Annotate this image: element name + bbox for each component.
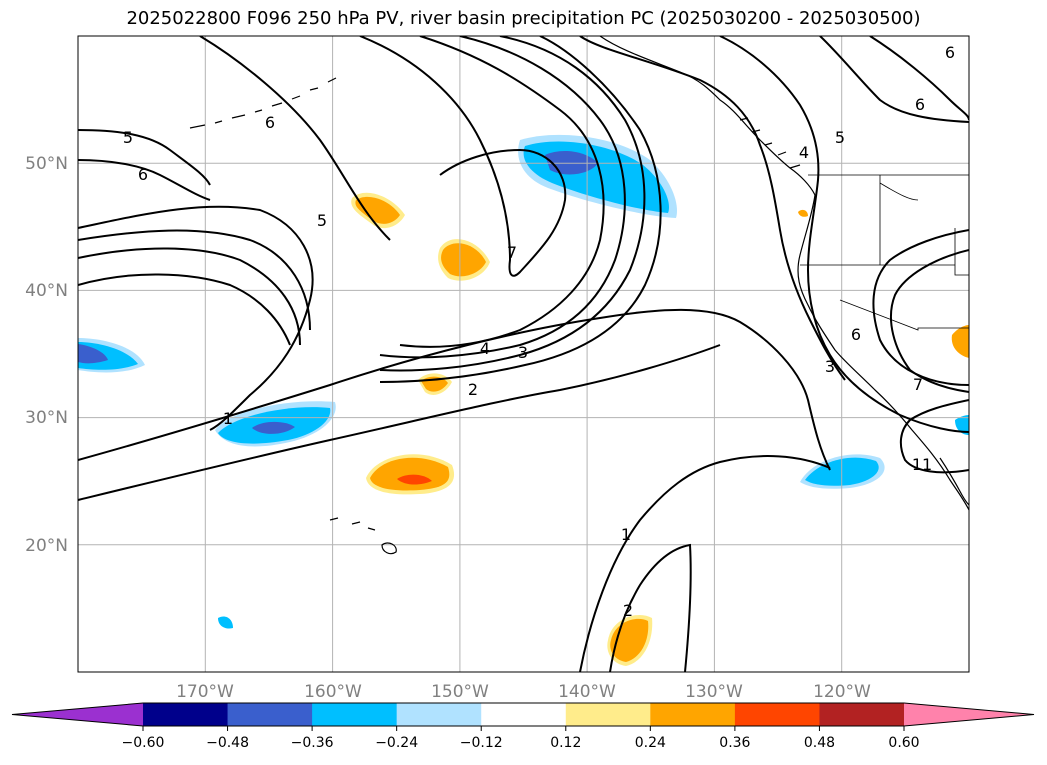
contour-label: 1 <box>621 525 631 544</box>
pv-contour-ne-6 <box>869 36 969 121</box>
pv-contour-west-3 <box>78 247 301 346</box>
pv-contour-west-2 <box>78 229 311 331</box>
pv-contour-ne-10 <box>889 249 969 393</box>
coast-islands <box>739 117 801 169</box>
pv-contour-1-main <box>78 344 721 501</box>
colorbar-segment <box>565 703 651 726</box>
contour-label: 5 <box>317 211 327 230</box>
colorbar-segment <box>312 703 398 726</box>
colorbar-segment <box>734 703 820 726</box>
pv-contour-west-6 <box>78 159 211 201</box>
north-america-west-coast <box>797 194 969 511</box>
coastlines <box>189 36 969 555</box>
pv-contour-ne-4 <box>579 36 846 381</box>
lat-label-40n: 40°N <box>25 281 68 301</box>
lat-label-20n: 20°N <box>25 536 68 556</box>
colorbar-tick-label: 0.36 <box>719 735 750 751</box>
aleutian-islands <box>189 77 337 129</box>
pv-contour-south-2 <box>609 543 692 672</box>
colorbar-tick-label: −0.60 <box>122 735 165 751</box>
pv-contours <box>78 36 969 672</box>
contour-label: 6 <box>915 95 925 114</box>
hawaii-islands <box>329 517 397 555</box>
lon-label-120w: 120°W <box>813 682 871 702</box>
lat-labels: 50°N 40°N 30°N 20°N <box>25 154 68 556</box>
lat-label-50n: 50°N <box>25 154 68 174</box>
pv-contour-2-upper <box>199 36 391 241</box>
pv-contour-south-1 <box>579 455 831 672</box>
colorbar-tick-label: −0.36 <box>291 735 334 751</box>
pv-contour-ridge-2 <box>379 36 626 359</box>
lat-label-30n: 30°N <box>25 408 68 428</box>
contour-label: 5 <box>123 128 133 147</box>
baja-california <box>939 457 969 506</box>
contour-label: 4 <box>480 339 490 358</box>
colorbar-tick-label: 0.48 <box>804 735 835 751</box>
pv-contour-ne-11 <box>899 399 969 474</box>
contour-label: 4 <box>799 143 809 162</box>
pv-contour-trough <box>359 36 567 277</box>
colorbar-tick-label: 0.24 <box>635 735 666 751</box>
contour-label: 7 <box>913 375 923 394</box>
contour-label: 5 <box>835 128 845 147</box>
pv-contour-ne-5 <box>719 36 969 433</box>
contour-label: 3 <box>518 343 528 362</box>
contour-label: 6 <box>138 165 148 184</box>
colorbar-tick-label: −0.12 <box>460 735 503 751</box>
contour-label: 3 <box>825 357 835 376</box>
contour-label: 2 <box>468 380 478 399</box>
colorbar-tick-label: 0.12 <box>550 735 581 751</box>
graticule <box>78 36 969 672</box>
pv-contour-ne-7 <box>819 36 969 123</box>
colorbar-segment <box>227 703 313 726</box>
colorbar-tick-label: 0.60 <box>888 735 919 751</box>
contour-label: 6 <box>945 43 955 62</box>
map-frame <box>77 35 970 673</box>
lon-label-170w: 170°W <box>176 682 234 702</box>
contour-label: 7 <box>507 243 517 262</box>
colorbar-extend-max <box>904 703 1034 726</box>
pv-contour-west-5 <box>78 129 211 186</box>
colorbar-segment <box>396 703 482 726</box>
contour-labels: 5 6 6 5 7 4 3 2 1 1 2 4 5 6 6 3 7 11 6 <box>123 43 955 620</box>
lon-label-140w: 140°W <box>558 682 616 702</box>
contour-label: 6 <box>851 325 861 344</box>
pv-contour-ridge-3 <box>379 36 646 372</box>
contour-label: 6 <box>265 113 275 132</box>
colorbar-tick-label: −0.24 <box>375 735 418 751</box>
lon-labels: 170°W 160°W 150°W 140°W 130°W 120°W <box>176 682 871 702</box>
contour-label: 1 <box>223 409 233 428</box>
colorbar-extend-min <box>12 703 143 726</box>
map-title: 2025022800 F096 250 hPa PV, river basin … <box>126 8 921 29</box>
colorbar-segment <box>650 703 736 726</box>
alaska-coast <box>599 36 816 196</box>
pv-contour-west-4 <box>78 273 291 346</box>
lon-label-130w: 130°W <box>685 682 743 702</box>
colorbar-tick-label: −0.48 <box>206 735 249 751</box>
colorbar-segment <box>143 703 229 726</box>
map-content: 5 6 6 5 7 4 3 2 1 1 2 4 5 6 6 3 7 11 6 <box>78 36 969 672</box>
pv-contour-ridge-4 <box>379 36 662 383</box>
pv-contour-ridge-1 <box>399 36 605 348</box>
colorbar-segment <box>481 703 567 726</box>
contour-label: 2 <box>623 601 633 620</box>
lon-label-160w: 160°W <box>304 682 362 702</box>
pv-contour-1-south <box>78 308 831 471</box>
colorbar-segment <box>819 703 905 726</box>
precip-shading <box>78 134 969 666</box>
colorbar: −0.60 −0.48 −0.36 −0.24 −0.12 0.12 0.24 0.36 0.4… <box>11 702 1035 751</box>
contour-label: 11 <box>912 455 932 474</box>
pv-contour-west-1 <box>78 205 314 431</box>
lon-label-150w: 150°W <box>431 682 489 702</box>
